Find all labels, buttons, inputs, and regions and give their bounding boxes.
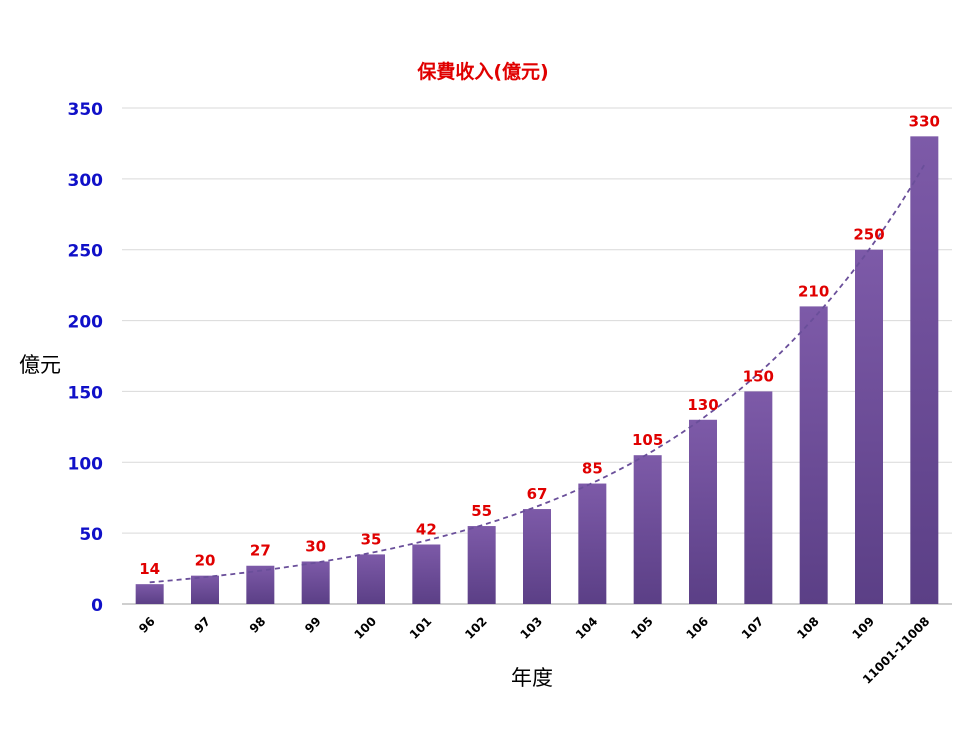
x-tick-label: 98: [247, 614, 269, 636]
x-tick-label: 96: [136, 614, 158, 636]
bar: [467, 526, 496, 604]
x-tick-label: 105: [628, 614, 656, 642]
data-label: 85: [582, 460, 603, 478]
bar: [799, 306, 828, 604]
y-tick-label: 250: [68, 242, 104, 262]
x-tick-label: 108: [794, 614, 822, 642]
bar: [135, 584, 164, 604]
y-tick-label: 0: [91, 596, 103, 616]
data-label: 30: [305, 537, 326, 555]
x-axis-label: 年度: [511, 666, 553, 690]
x-tick-label: 99: [302, 614, 324, 636]
data-labels: 14 20 27 30 35 42 55 67 85 105 130 150 210 250 330: [139, 112, 940, 578]
x-tick-label: 100: [351, 614, 379, 642]
y-tick-labels: 0 50 100 150 200 250 300 350: [68, 100, 104, 616]
data-label: 14: [139, 560, 160, 578]
data-label: 210: [798, 282, 829, 300]
y-tick-label: 350: [68, 100, 104, 120]
x-tick-label: 104: [573, 614, 601, 642]
data-label: 250: [853, 226, 884, 244]
bar: [744, 391, 773, 604]
x-tick-label: 102: [462, 614, 490, 642]
x-tick-label: 107: [739, 614, 767, 642]
bar: [191, 575, 219, 604]
bars: [135, 136, 939, 605]
data-label: 150: [743, 367, 774, 385]
bar: [578, 483, 607, 604]
data-label: 67: [527, 485, 548, 503]
bar: [855, 249, 883, 604]
bar: [412, 544, 441, 604]
x-tick-label: 97: [191, 614, 213, 636]
x-tick-label: 101: [407, 614, 435, 642]
bar: [910, 136, 939, 605]
data-label: 20: [195, 552, 216, 570]
y-tick-label: 200: [68, 313, 104, 333]
y-tick-label: 150: [68, 383, 104, 403]
data-label: 105: [632, 431, 663, 449]
bar: [633, 455, 662, 604]
bar: [689, 419, 717, 604]
bar: [357, 554, 385, 604]
x-tick-label: 106: [683, 614, 711, 642]
y-tick-label: 100: [68, 454, 104, 474]
y-tick-label: 300: [68, 171, 104, 191]
x-tick-label: 109: [849, 614, 877, 642]
bar: [301, 561, 330, 604]
trendline-path: [149, 164, 926, 584]
x-tick-label: 103: [517, 614, 545, 642]
data-label: 35: [361, 530, 382, 548]
y-tick-label: 50: [79, 525, 103, 545]
trendline: [149, 164, 926, 584]
data-label: 42: [416, 520, 437, 538]
data-label: 130: [687, 396, 718, 414]
data-label: 55: [471, 502, 492, 520]
bar: [523, 509, 551, 604]
data-label: 330: [909, 112, 940, 130]
data-label: 27: [250, 542, 271, 560]
chart-title: 保費收入(億元): [416, 60, 548, 83]
y-axis-label: 億元: [19, 353, 61, 377]
